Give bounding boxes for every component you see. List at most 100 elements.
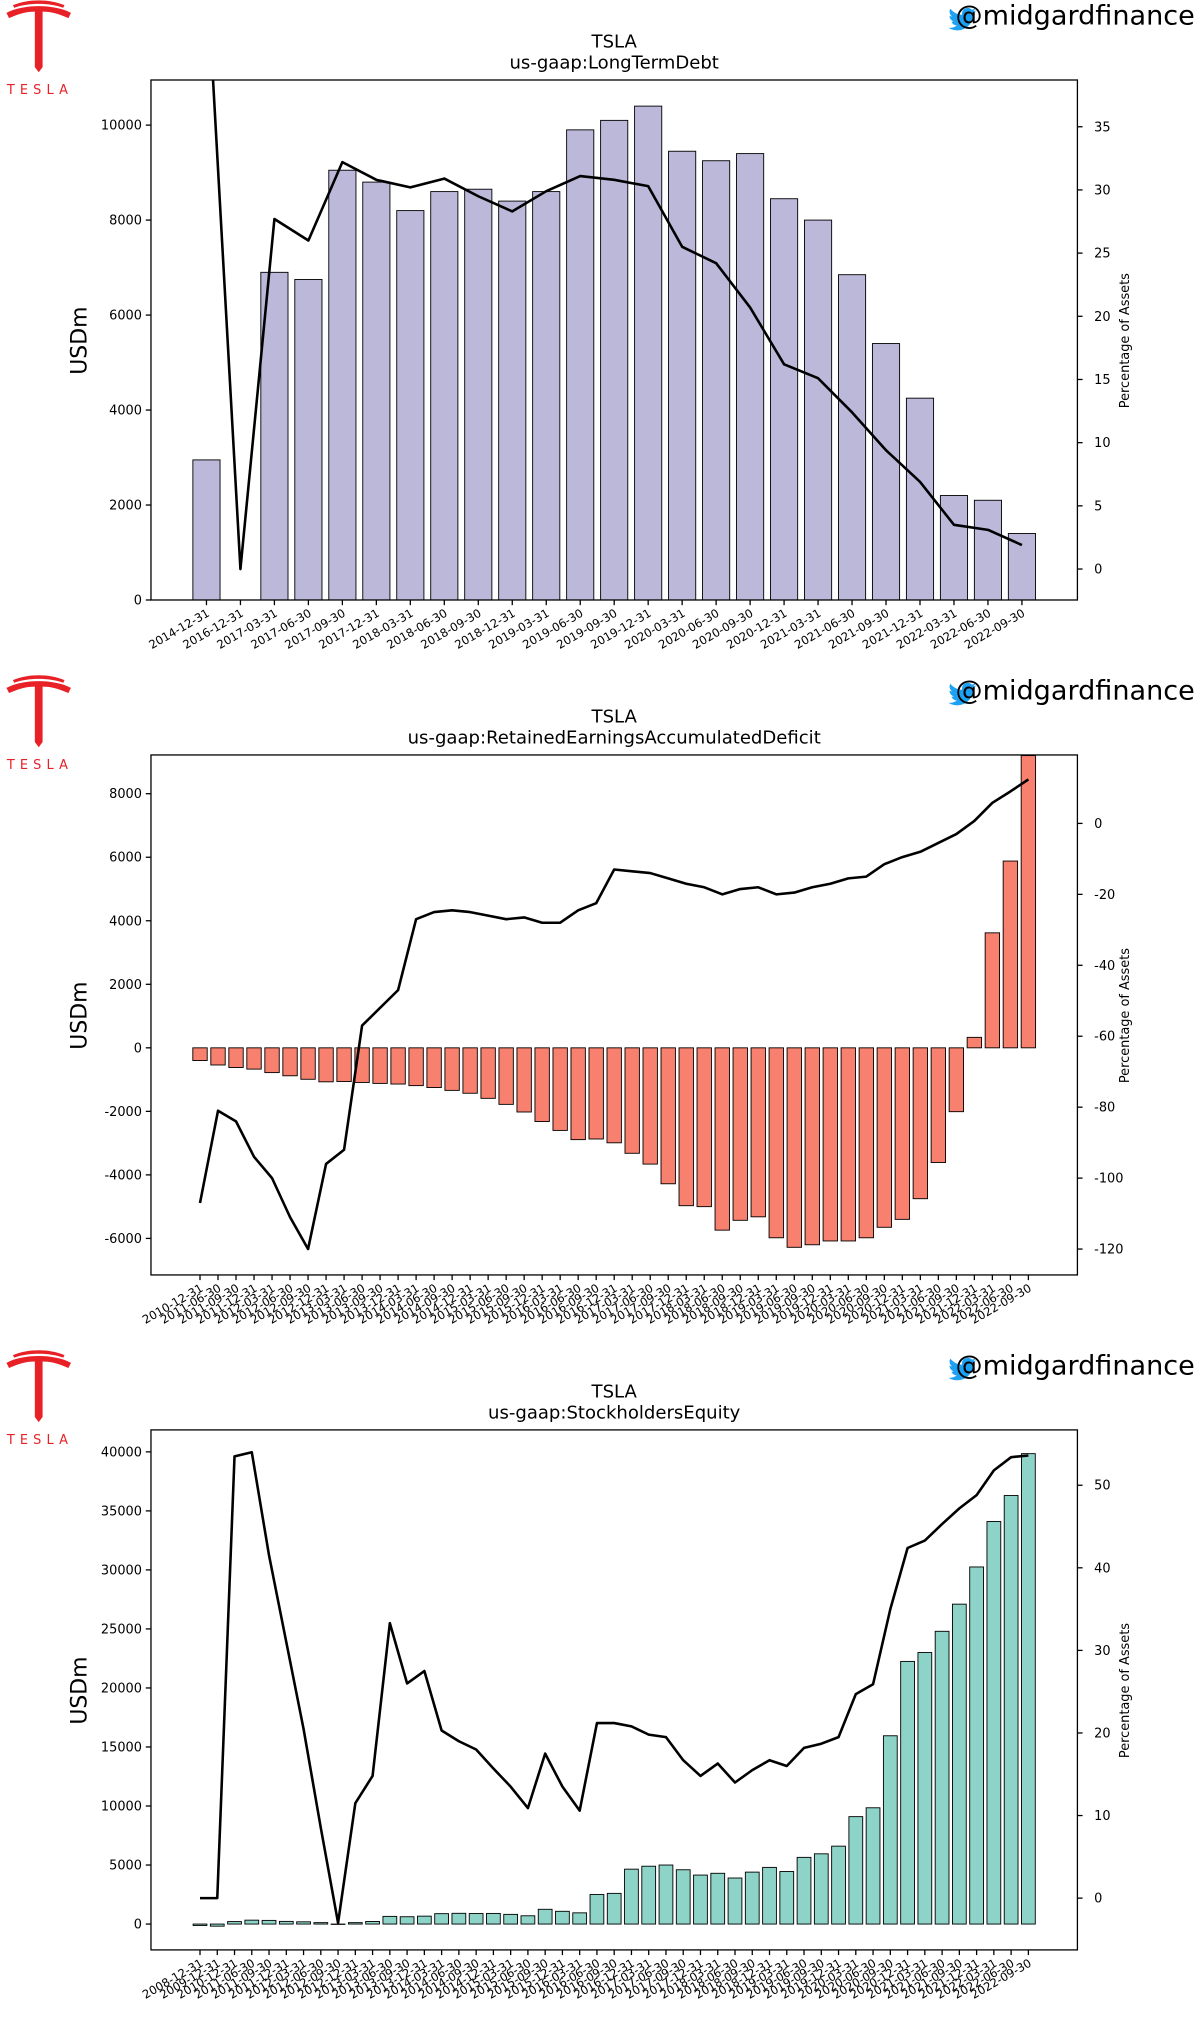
bar bbox=[566, 129, 595, 600]
bar bbox=[804, 1047, 820, 1246]
bar bbox=[451, 1912, 467, 1925]
y2-axis-label: Percentage of Assets bbox=[1118, 1623, 1133, 1758]
bar bbox=[462, 1047, 478, 1094]
y2-tick-label: 0 bbox=[1094, 1892, 1102, 1907]
bar bbox=[313, 1922, 329, 1925]
bar bbox=[264, 1047, 280, 1074]
bar bbox=[882, 1735, 898, 1925]
bar bbox=[520, 1915, 536, 1925]
bar bbox=[779, 1871, 795, 1925]
bar bbox=[948, 1047, 965, 1113]
bar bbox=[917, 1652, 933, 1925]
bar bbox=[300, 1047, 316, 1080]
y2-tick-label: 35 bbox=[1094, 120, 1110, 135]
y-tick-label: 4000 bbox=[109, 404, 142, 419]
y-axis-label: USDm bbox=[67, 307, 92, 375]
bar bbox=[831, 1845, 846, 1925]
bar bbox=[282, 1047, 298, 1077]
bar bbox=[480, 1047, 496, 1099]
bar bbox=[660, 1047, 676, 1185]
bar bbox=[966, 1036, 983, 1049]
bar bbox=[930, 1047, 946, 1163]
y2-tick-label: 0 bbox=[1094, 817, 1102, 832]
twitter-icon bbox=[948, 1357, 977, 1381]
bar bbox=[641, 1865, 657, 1925]
bar bbox=[464, 188, 493, 600]
y2-tick-label: -20 bbox=[1094, 888, 1115, 903]
bar bbox=[486, 1912, 501, 1925]
tesla-wordmark: TESLA bbox=[6, 1433, 73, 1448]
bar bbox=[209, 1923, 225, 1927]
bar bbox=[532, 191, 561, 600]
bar bbox=[736, 153, 765, 600]
bar bbox=[986, 1521, 1002, 1925]
chart-title: TSLA bbox=[591, 32, 638, 53]
y2-tick-label: -80 bbox=[1094, 1101, 1115, 1116]
bar bbox=[244, 1919, 260, 1925]
y-tick-label: 20000 bbox=[101, 1681, 142, 1696]
chart-panel: -6000 -4000 -2000 0 2000 4000 6000 8000 -120 -100… bbox=[6, 675, 1195, 1327]
y2-tick-label: 20 bbox=[1094, 1726, 1110, 1741]
bar bbox=[822, 1047, 838, 1242]
bar bbox=[516, 1047, 532, 1113]
bar bbox=[744, 1871, 760, 1925]
y-tick-label: 2000 bbox=[109, 978, 142, 993]
y2-axis-label: Percentage of Assets bbox=[1118, 273, 1133, 408]
y-tick-label: -6000 bbox=[104, 1232, 141, 1247]
y-axis-label: USDm bbox=[67, 1656, 92, 1724]
bar bbox=[668, 150, 697, 600]
bar bbox=[876, 1047, 892, 1228]
line bbox=[198, 778, 1030, 1251]
bar bbox=[727, 1877, 743, 1925]
bar bbox=[642, 1047, 658, 1165]
bar bbox=[347, 1922, 363, 1925]
bar bbox=[732, 1047, 748, 1221]
bar bbox=[600, 119, 629, 600]
y-tick-label: 5000 bbox=[109, 1859, 142, 1874]
y-tick-label: 8000 bbox=[109, 787, 142, 802]
bar bbox=[951, 1603, 967, 1925]
bar bbox=[796, 1856, 812, 1925]
bar bbox=[710, 1872, 726, 1925]
chart-subtitle: us-gaap:StockholdersEquity bbox=[488, 1402, 741, 1423]
bar bbox=[382, 1915, 398, 1925]
y-tick-label: 0 bbox=[134, 1918, 142, 1933]
y-tick-label: 15000 bbox=[101, 1740, 142, 1755]
bar bbox=[503, 1913, 519, 1925]
bar bbox=[261, 1919, 277, 1925]
y-tick-label: 6000 bbox=[109, 309, 142, 324]
y2-tick-label: 30 bbox=[1094, 183, 1110, 198]
y-tick-label: 10000 bbox=[101, 1800, 142, 1815]
bar bbox=[675, 1869, 691, 1925]
bar bbox=[336, 1047, 352, 1082]
y2-tick-label: 50 bbox=[1094, 1479, 1110, 1494]
bar bbox=[770, 198, 799, 600]
y-tick-label: 25000 bbox=[101, 1622, 142, 1637]
y-tick-label: 8000 bbox=[109, 214, 142, 229]
chart-subtitle: us-gaap:LongTermDebt bbox=[509, 52, 718, 73]
y2-tick-label: 15 bbox=[1094, 373, 1110, 388]
bar bbox=[693, 1874, 708, 1925]
bar bbox=[606, 1047, 622, 1144]
y-tick-label: 6000 bbox=[109, 851, 142, 866]
bar bbox=[498, 1047, 514, 1105]
y2-axis-label: Percentage of Assets bbox=[1118, 948, 1133, 1083]
bar bbox=[768, 1047, 784, 1239]
bar bbox=[572, 1912, 588, 1925]
twitter-handle: @midgardfinance bbox=[956, 1, 1195, 32]
twitter-handle: @midgardfinance bbox=[956, 1350, 1195, 1381]
bar bbox=[804, 219, 833, 600]
bar bbox=[260, 271, 289, 600]
bar bbox=[372, 1047, 388, 1084]
tesla-wordmark: TESLA bbox=[6, 758, 73, 773]
bar bbox=[296, 1921, 311, 1925]
bar bbox=[318, 1047, 334, 1083]
y-tick-label: 10000 bbox=[101, 119, 142, 134]
y2-tick-label: 5 bbox=[1094, 499, 1102, 514]
bar bbox=[498, 200, 527, 600]
twitter-icon bbox=[948, 7, 977, 31]
bar bbox=[588, 1047, 604, 1140]
bar bbox=[702, 160, 731, 600]
